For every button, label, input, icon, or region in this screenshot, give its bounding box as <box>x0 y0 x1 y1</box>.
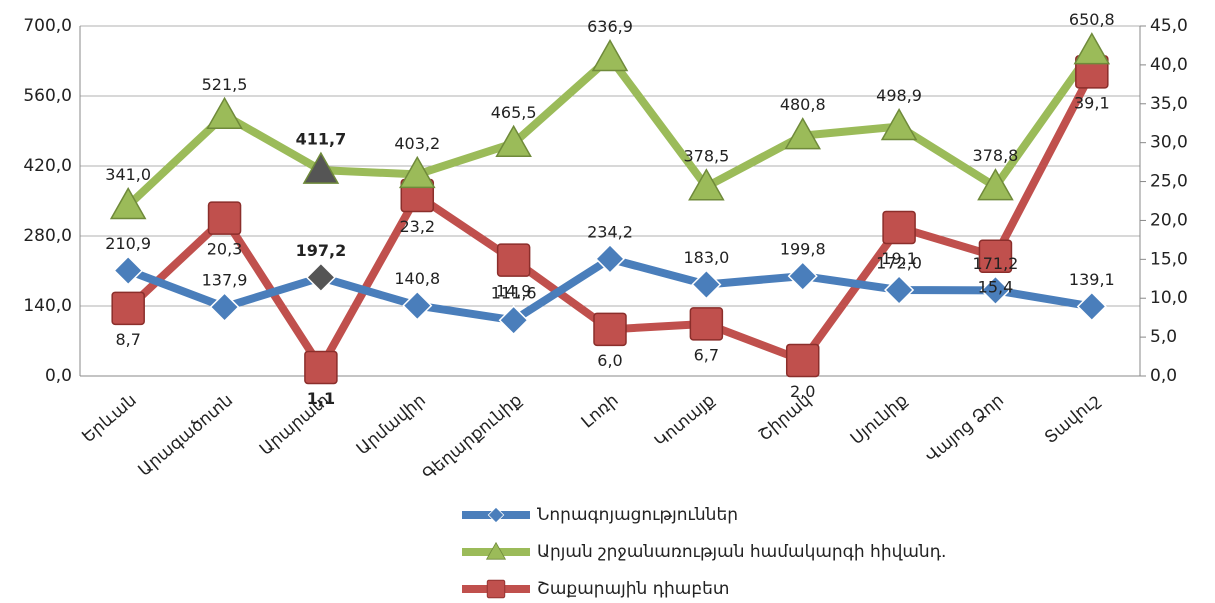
data-label: 465,5 <box>491 103 537 122</box>
data-label: 2,0 <box>790 382 815 401</box>
data-label: 183,0 <box>683 248 729 267</box>
data-point <box>1073 32 1111 65</box>
x-tick-label: Սյունիք <box>847 390 912 449</box>
legend-marker <box>486 579 506 599</box>
y-tick-label: 280,0 <box>23 226 72 246</box>
data-point <box>305 262 336 293</box>
data-label: 498,9 <box>876 86 922 105</box>
y2-tick-label: 45,0 <box>1150 16 1188 36</box>
data-label: 39,1 <box>1074 93 1110 112</box>
data-label: 521,5 <box>202 75 248 94</box>
data-point <box>496 243 531 277</box>
y-tick-label: 420,0 <box>23 156 72 176</box>
data-label: 197,2 <box>296 241 347 260</box>
x-tick-label: Երևան <box>78 390 140 447</box>
data-point <box>498 305 529 336</box>
data-label: 199,8 <box>780 240 826 259</box>
data-label: 140,8 <box>394 269 440 288</box>
data-point <box>593 312 627 347</box>
data-label: 14,9 <box>496 282 532 301</box>
data-label: 15,4 <box>978 278 1014 297</box>
series-line <box>125 48 1096 209</box>
data-label: 139,1 <box>1069 270 1115 289</box>
x-tick-label: Գեղարքունիք <box>419 390 526 484</box>
data-point <box>206 96 243 129</box>
legend-label: Շաքարային դիաբետ <box>537 579 729 599</box>
y-tick-label: 560,0 <box>23 86 72 106</box>
data-point <box>402 290 433 321</box>
data-label: 480,8 <box>780 95 826 114</box>
y-tick-label: 140,0 <box>23 296 72 316</box>
data-point <box>207 201 242 235</box>
data-point <box>109 186 147 220</box>
y2-tick-label: 5,0 <box>1150 327 1177 347</box>
data-point <box>787 261 818 292</box>
y2-tick-label: 35,0 <box>1150 94 1188 114</box>
data-label: 23,2 <box>399 217 435 236</box>
data-point <box>302 151 340 184</box>
data-label: 6,7 <box>694 345 719 364</box>
data-label: 403,2 <box>394 134 440 153</box>
data-label: 378,5 <box>683 146 729 165</box>
data-label: 171,2 <box>973 254 1019 273</box>
data-point <box>304 350 338 385</box>
x-tick-label: Կոտայք <box>651 390 719 451</box>
x-tick-label: Վայոց Ձոր <box>922 390 1008 467</box>
data-label: 137,9 <box>202 271 248 290</box>
y2-tick-label: 25,0 <box>1150 172 1188 192</box>
data-point <box>978 239 1013 273</box>
data-point <box>980 275 1011 306</box>
legend-label: Արյան շրջանառության համակարգի հիվանդ. <box>537 542 946 562</box>
data-point <box>977 168 1014 201</box>
data-point <box>113 255 144 286</box>
data-point <box>785 343 820 378</box>
data-point <box>209 291 240 323</box>
y2-tick-label: 10,0 <box>1150 288 1188 308</box>
data-point <box>884 274 915 306</box>
data-point <box>495 124 532 157</box>
data-label: 378,8 <box>973 146 1019 165</box>
data-label: 6,0 <box>597 351 622 370</box>
data-label: 172,0 <box>876 254 922 273</box>
x-tick-label: Արմավիր <box>353 390 430 459</box>
y-tick-label: 700,0 <box>23 16 72 36</box>
x-tick-label: Լոռի <box>578 390 623 432</box>
x-tick-label: Տավուշ <box>1041 390 1104 448</box>
data-label: 111,6 <box>491 284 537 303</box>
data-label: 341,0 <box>105 165 151 184</box>
legend-marker <box>485 541 507 560</box>
y-tick-label: 0,0 <box>45 366 72 386</box>
data-point <box>882 210 916 245</box>
data-label: 411,7 <box>296 130 347 149</box>
data-point <box>594 243 626 274</box>
data-point <box>111 291 145 326</box>
data-point <box>1076 291 1107 322</box>
y2-tick-label: 15,0 <box>1150 249 1188 269</box>
data-label: 650,8 <box>1069 10 1115 29</box>
data-label: 210,9 <box>105 234 151 253</box>
legend-marker <box>487 506 505 524</box>
x-tick-label: Արագածոտն <box>135 390 237 480</box>
data-label: 8,7 <box>115 330 140 349</box>
data-point <box>591 39 629 72</box>
legend-label: Նորագոյացություններ <box>537 505 738 525</box>
y2-tick-label: 40,0 <box>1150 55 1188 75</box>
y2-tick-label: 0,0 <box>1150 366 1177 386</box>
data-point <box>688 168 725 201</box>
data-point <box>880 108 918 141</box>
data-label: 19,1 <box>881 249 917 268</box>
y2-tick-label: 30,0 <box>1150 133 1188 153</box>
data-point <box>691 269 722 300</box>
data-label: 20,3 <box>207 240 243 259</box>
y2-tick-label: 20,0 <box>1150 210 1188 230</box>
data-point <box>784 117 822 150</box>
data-label: 636,9 <box>587 17 633 36</box>
data-label: 1,1 <box>307 389 335 408</box>
data-point <box>689 307 724 341</box>
data-label: 234,2 <box>587 222 633 241</box>
data-point <box>398 155 436 189</box>
